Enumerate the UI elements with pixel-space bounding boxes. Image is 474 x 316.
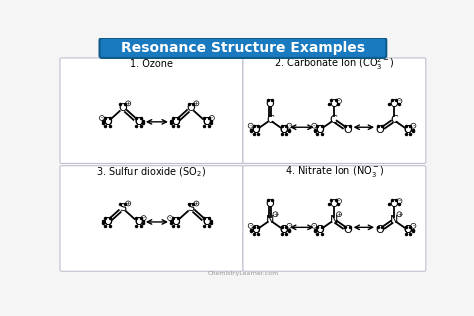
Text: O: O: [202, 117, 211, 127]
Text: -: -: [249, 123, 252, 128]
Text: -: -: [338, 199, 340, 204]
FancyBboxPatch shape: [243, 166, 426, 271]
Text: O: O: [315, 125, 324, 135]
Text: O: O: [134, 217, 143, 227]
Text: O: O: [329, 99, 338, 109]
Text: +: +: [126, 101, 131, 106]
Text: O: O: [315, 125, 324, 135]
Text: O: O: [171, 117, 180, 127]
Text: O: O: [404, 225, 412, 235]
FancyBboxPatch shape: [243, 58, 426, 163]
Text: O: O: [134, 117, 143, 127]
Text: O: O: [404, 225, 412, 235]
Text: O: O: [134, 117, 143, 127]
Text: O: O: [343, 225, 352, 235]
Text: O: O: [390, 199, 399, 209]
Text: Resonance Structure Examples: Resonance Structure Examples: [121, 41, 365, 55]
Text: +: +: [397, 212, 402, 217]
Text: O: O: [103, 117, 112, 127]
Text: O: O: [171, 217, 180, 227]
Text: 1. Ozone: 1. Ozone: [130, 59, 173, 69]
Text: O: O: [329, 199, 338, 209]
Text: O: O: [202, 217, 211, 227]
FancyBboxPatch shape: [60, 58, 243, 163]
Text: O: O: [187, 103, 195, 113]
FancyBboxPatch shape: [60, 166, 243, 271]
Text: O: O: [280, 125, 288, 135]
Text: 2. Carbonate Ion (CO$_3^{2-}$): 2. Carbonate Ion (CO$_3^{2-}$): [274, 56, 395, 72]
Text: -: -: [288, 223, 291, 228]
Text: -: -: [288, 123, 291, 128]
Text: -: -: [313, 123, 315, 128]
Text: O: O: [103, 217, 112, 227]
Text: O: O: [103, 217, 112, 227]
Text: -: -: [313, 223, 315, 228]
Text: N: N: [390, 215, 398, 225]
Text: -: -: [398, 199, 401, 204]
Text: +: +: [126, 201, 131, 206]
Text: O: O: [118, 103, 127, 113]
Text: O: O: [404, 125, 412, 135]
Text: O: O: [376, 225, 384, 235]
Text: O: O: [390, 99, 399, 109]
Text: O: O: [315, 225, 324, 235]
FancyBboxPatch shape: [100, 38, 386, 58]
Text: +: +: [194, 201, 199, 206]
Text: -: -: [398, 99, 401, 104]
Text: O: O: [404, 125, 412, 135]
Text: 4. Nitrate Ion (NO$_3^-$): 4. Nitrate Ion (NO$_3^-$): [284, 164, 384, 179]
Text: O: O: [134, 217, 143, 227]
Text: O: O: [202, 117, 211, 127]
Text: O: O: [315, 225, 324, 235]
Text: O: O: [171, 217, 180, 227]
Text: -: -: [412, 223, 415, 228]
Text: O: O: [252, 125, 261, 135]
Text: O: O: [171, 117, 180, 127]
Text: O: O: [202, 217, 211, 227]
Text: ChemistryLearner.com: ChemistryLearner.com: [207, 271, 279, 276]
Text: O: O: [252, 225, 261, 235]
Text: O: O: [280, 125, 288, 135]
Text: +: +: [273, 212, 278, 217]
Text: O: O: [280, 225, 288, 235]
Text: O: O: [343, 125, 352, 135]
Text: S: S: [119, 203, 127, 213]
Text: +: +: [337, 212, 342, 217]
Text: O: O: [376, 125, 384, 135]
Text: N: N: [329, 215, 338, 225]
Text: C: C: [390, 114, 398, 125]
Text: C: C: [330, 114, 337, 125]
Text: -: -: [412, 123, 415, 128]
Text: 3. Sulfur dioxide (SO$_2$): 3. Sulfur dioxide (SO$_2$): [96, 165, 207, 179]
Text: -: -: [338, 99, 340, 104]
Text: O: O: [252, 225, 261, 235]
Text: S: S: [187, 203, 194, 213]
Text: C: C: [266, 114, 274, 125]
Text: O: O: [103, 117, 112, 127]
Text: O: O: [265, 99, 274, 109]
Text: +: +: [194, 101, 199, 106]
Text: O: O: [252, 125, 261, 135]
Text: O: O: [280, 225, 288, 235]
Text: N: N: [266, 215, 274, 225]
Text: O: O: [265, 199, 274, 209]
Text: -: -: [101, 116, 103, 120]
Text: -: -: [211, 116, 213, 120]
Text: -: -: [169, 216, 171, 221]
Text: -: -: [143, 216, 145, 221]
Text: -: -: [249, 223, 252, 228]
